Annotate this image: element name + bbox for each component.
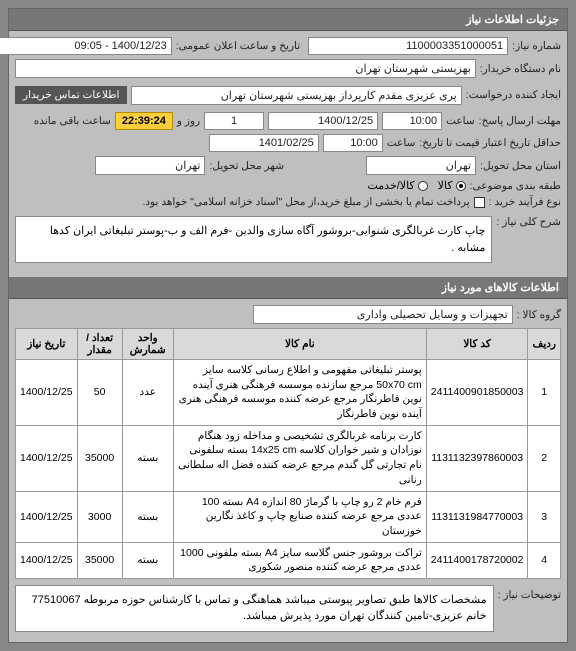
radio-dot-icon <box>418 181 428 191</box>
cell-name: تراکت بروشور جنس گلاسه سایز A4 بسته ملفو… <box>173 542 426 578</box>
desc-label: شرح کلی نیاز : <box>496 212 561 228</box>
cell-qty: 35000 <box>77 425 122 491</box>
time-label-1: ساعت <box>446 115 475 127</box>
cell-qty: 35000 <box>77 542 122 578</box>
treasury-checkbox[interactable] <box>474 197 485 208</box>
treasury-note: پرداخت تمام یا بخشی از مبلغ خرید،از محل … <box>142 196 469 208</box>
footer-note: مشخصات کالاها طبق تصاویر پیوستی میباشد ه… <box>15 585 494 632</box>
credit-time: 10:00 <box>323 134 383 152</box>
group-label: گروه کالا : <box>517 309 561 321</box>
items-table: ردیف کد کالا نام کالا واحد شمارش تعداد /… <box>15 328 561 579</box>
table-row: 12411400901850003پوستر تبلیغاتی مفهومی و… <box>16 360 561 426</box>
cell-qty: 3000 <box>77 491 122 542</box>
time-label-2: ساعت <box>387 137 416 149</box>
cell-name: فرم خام 2 رو چاپ با گرماژ 80 اندازه A4 ب… <box>173 491 426 542</box>
city-label: شهر محل تحویل: <box>209 160 284 172</box>
buyer-contact-button[interactable]: اطلاعات تماس خریدار <box>15 86 127 104</box>
footer-label: توضیحات نیاز : <box>498 585 561 601</box>
items-header: اطلاعات کالاهای مورد نیاز <box>9 277 567 299</box>
remain-days: 1 <box>204 112 264 130</box>
requester-label: ایجاد کننده درخواست: <box>466 89 561 101</box>
province-field: تهران <box>366 156 476 175</box>
cell-index: 1 <box>528 360 561 426</box>
radio-goods-label: کالا <box>438 179 453 192</box>
group-field: تجهیزات و وسایل تحصیلی واداری <box>253 305 513 324</box>
deadline-date: 1400/12/25 <box>268 112 378 130</box>
credit-date: 1401/02/25 <box>209 134 319 152</box>
budget-type-radios: کالا کالا/خدمت <box>367 179 465 192</box>
cell-unit: بسته <box>122 425 173 491</box>
requester-field: پری عزیزی مقدم کارپرداز بهزیستی شهرستان … <box>131 86 461 105</box>
cell-date: 1400/12/25 <box>16 491 78 542</box>
remain-suffix: ساعت باقی مانده <box>34 115 111 127</box>
col-unit: واحد شمارش <box>122 329 173 360</box>
remain-days-label: روز و <box>177 115 200 127</box>
deadline-label: مهلت ارسال پاسخ: <box>479 115 561 127</box>
table-row: 42411400178720002تراکت بروشور جنس گلاسه … <box>16 542 561 578</box>
col-name: نام کالا <box>173 329 426 360</box>
cell-index: 4 <box>528 542 561 578</box>
cell-name: پوستر تبلیغاتی مفهومی و اطلاع رسانی کلاس… <box>173 360 426 426</box>
cell-name: کارت برنامه غربالگری تشخیصی و مداخله زود… <box>173 425 426 491</box>
table-row: 21131132397860003کارت برنامه غربالگری تش… <box>16 425 561 491</box>
cell-code: 2411400901850003 <box>426 360 528 426</box>
radio-dot-icon <box>456 181 466 191</box>
city-field: تهران <box>95 156 205 175</box>
radio-goods[interactable]: کالا <box>438 179 466 192</box>
cell-qty: 50 <box>77 360 122 426</box>
announce-label: تاریخ و ساعت اعلان عمومی: <box>176 40 300 52</box>
radio-service-label: کالا/خدمت <box>367 179 414 192</box>
province-label: استان محل تحویل: <box>480 160 561 172</box>
purchase-type-label: نوع فرآیند خرید : <box>489 196 561 208</box>
countdown-timer: 22:39:24 <box>115 112 173 130</box>
col-index: ردیف <box>528 329 561 360</box>
cell-date: 1400/12/25 <box>16 360 78 426</box>
table-row: 31131131984770003فرم خام 2 رو چاپ با گرم… <box>16 491 561 542</box>
form-area: شماره نیاز: 1100003351000051 تاریخ و ساع… <box>9 31 567 277</box>
col-date: تاریخ نیاز <box>16 329 78 360</box>
cell-code: 2411400178720002 <box>426 542 528 578</box>
cell-index: 2 <box>528 425 561 491</box>
cell-index: 3 <box>528 491 561 542</box>
budget-type-label: طبقه بندی موضوعی: <box>470 180 561 192</box>
cell-unit: بسته <box>122 542 173 578</box>
cell-unit: بسته <box>122 491 173 542</box>
cell-code: 1131132397860003 <box>426 425 528 491</box>
col-qty: تعداد / مقدار <box>77 329 122 360</box>
credit-expiry-label: حداقل تاریخ اعتبار قیمت تا تاریخ: <box>419 137 561 149</box>
details-panel: جزئیات اطلاعات نیاز شماره نیاز: 11000033… <box>8 8 568 643</box>
cell-date: 1400/12/25 <box>16 542 78 578</box>
req-no-field: 1100003351000051 <box>308 37 508 55</box>
deadline-time: 10:00 <box>382 112 442 130</box>
radio-service[interactable]: کالا/خدمت <box>367 179 427 192</box>
buyer-org-field: بهزیستی شهرستان تهران <box>15 59 476 78</box>
cell-code: 1131131984770003 <box>426 491 528 542</box>
col-code: کد کالا <box>426 329 528 360</box>
req-no-label: شماره نیاز: <box>512 40 561 52</box>
panel-header: جزئیات اطلاعات نیاز <box>9 9 567 31</box>
cell-date: 1400/12/25 <box>16 425 78 491</box>
table-header-row: ردیف کد کالا نام کالا واحد شمارش تعداد /… <box>16 329 561 360</box>
desc-field: چاپ کارت غربالگری شنوایی-بروشور آگاه ساز… <box>15 216 492 263</box>
announce-field: 1400/12/23 - 09:05 <box>0 37 172 55</box>
cell-unit: عدد <box>122 360 173 426</box>
buyer-org-label: نام دستگاه خریدار: <box>480 63 561 75</box>
items-area: گروه کالا : تجهیزات و وسایل تحصیلی وادار… <box>9 299 567 642</box>
